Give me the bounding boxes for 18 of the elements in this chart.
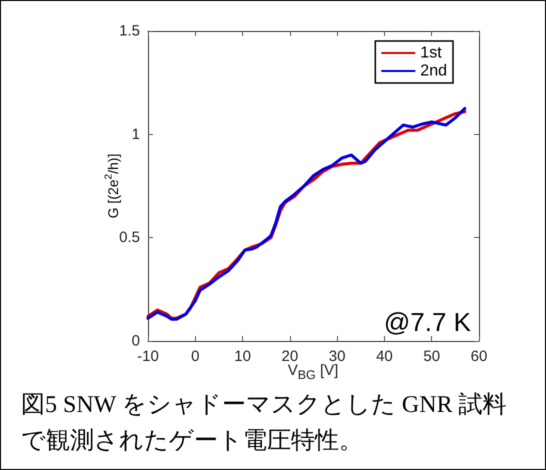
- x-tick-label: 30: [328, 348, 346, 365]
- y-tick-label: 1.5: [119, 22, 140, 40]
- y-tick-label: 0: [132, 332, 140, 350]
- legend-label: 2nd: [420, 62, 448, 80]
- caption: 図5 SNW をシャドーマスクとした GNR 試料で観測されたゲート電圧特性。: [21, 391, 508, 456]
- legend-label: 1st: [420, 44, 442, 62]
- x-tick-label: 60: [470, 348, 488, 365]
- x-axis-title: V$_{BG}$ [V]: [288, 362, 338, 382]
- y-tick-label: 0.5: [119, 229, 140, 246]
- x-tick-label: 50: [423, 348, 440, 365]
- x-tick-label: -10: [137, 348, 159, 365]
- x-tick-label: 0: [191, 348, 200, 365]
- annotation: @7.7 K: [384, 307, 472, 337]
- y-tick-label: 1: [132, 126, 140, 143]
- x-tick-label: 10: [234, 348, 251, 365]
- y-axis-title: G [(2e2/h)]: [104, 154, 121, 218]
- x-tick-label: 40: [376, 348, 393, 365]
- x-tick-label: 20: [282, 348, 298, 365]
